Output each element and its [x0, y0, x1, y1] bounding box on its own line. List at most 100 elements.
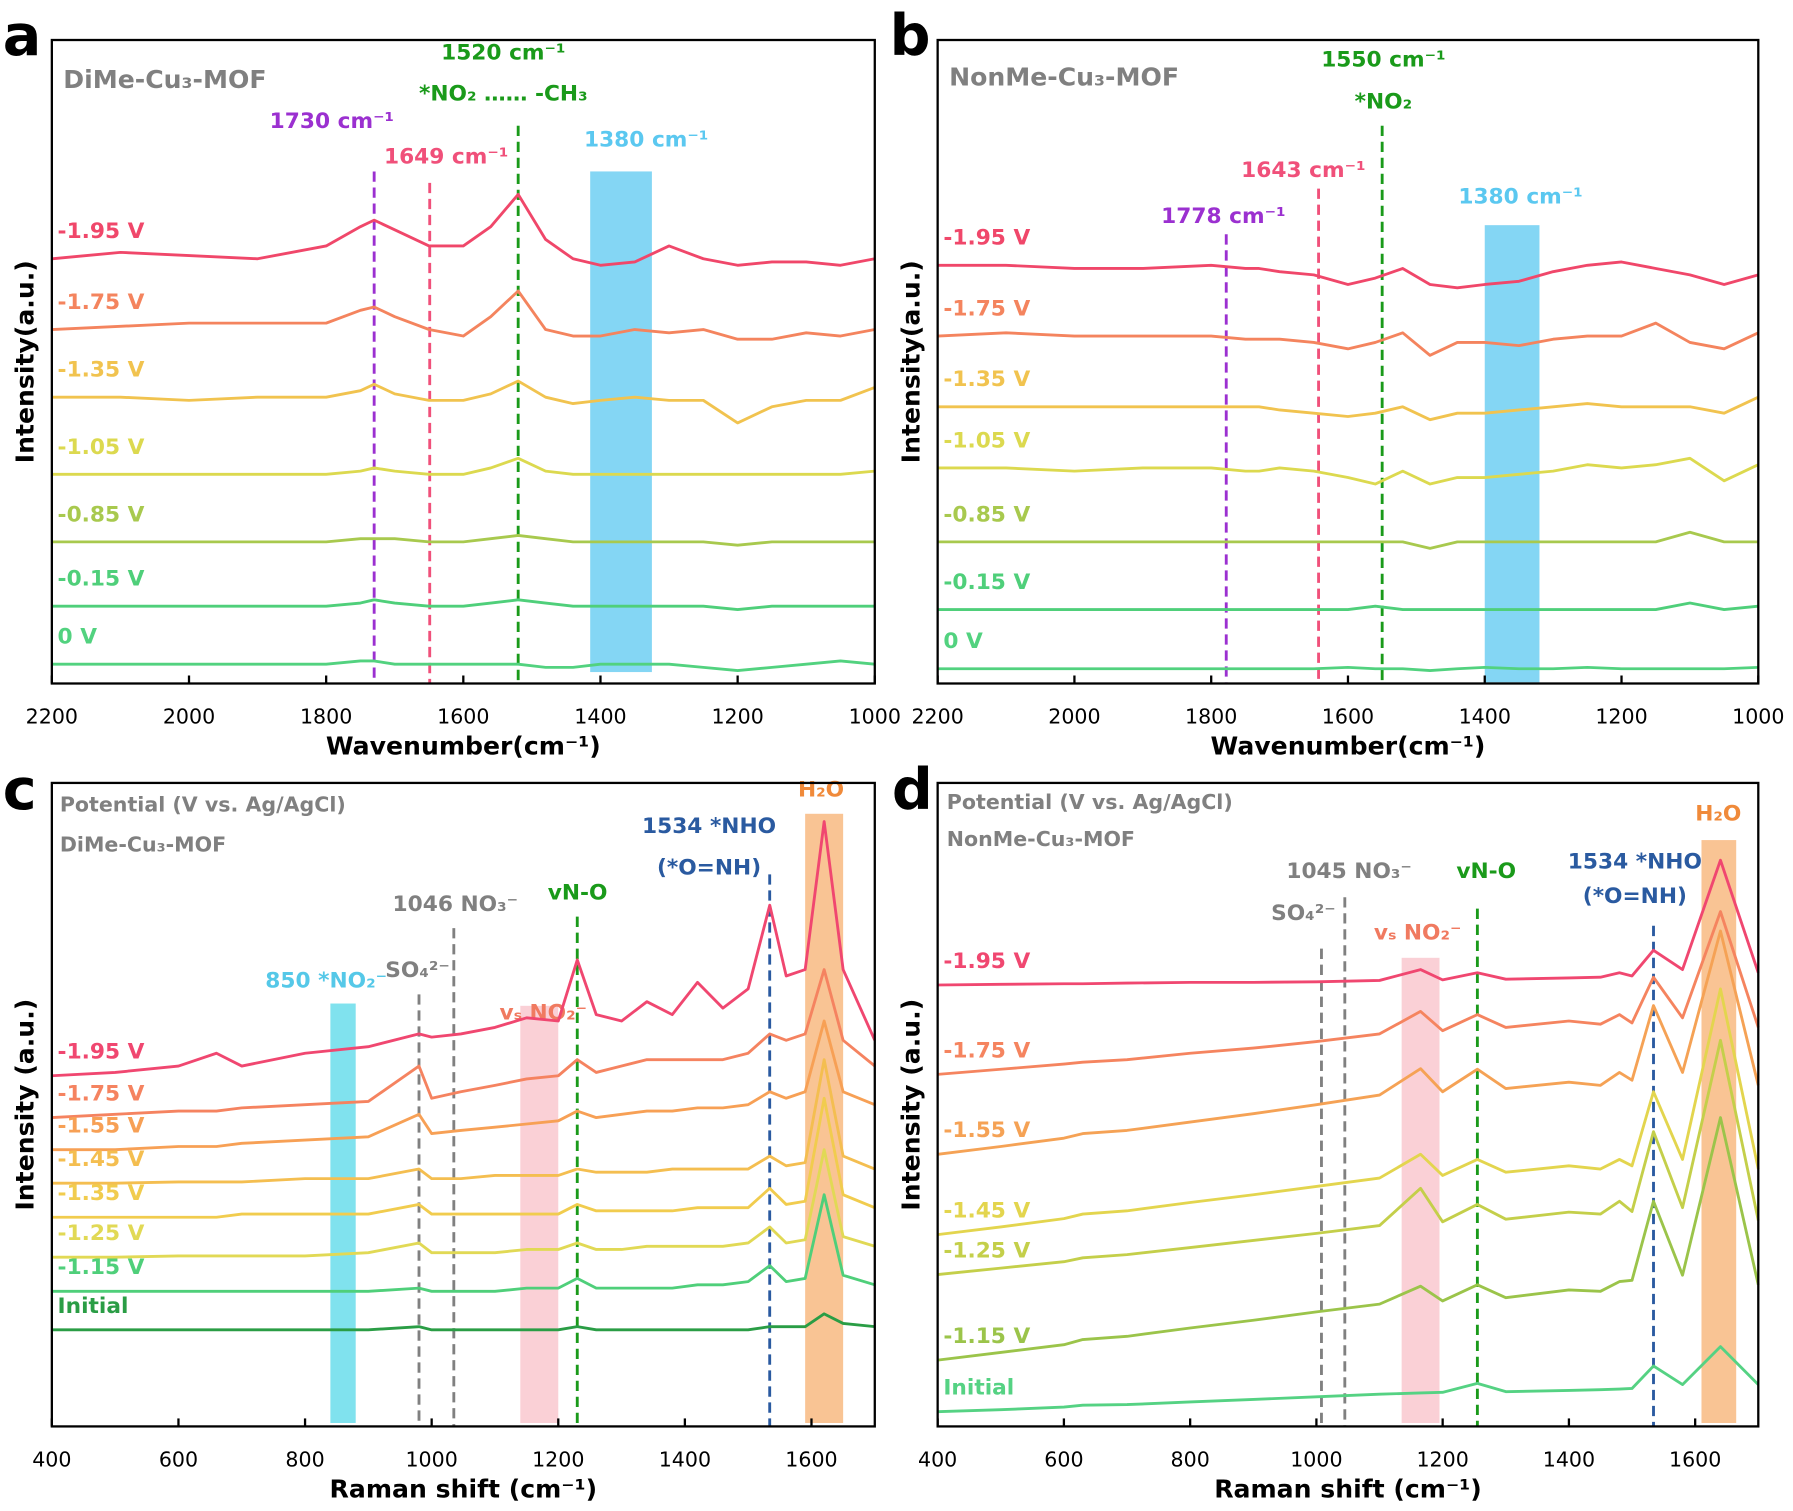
y-axis-title: Intensity(a.u.): [11, 260, 40, 463]
series-label: -1.75 V: [58, 1081, 145, 1106]
x-tick-label: 1200: [1416, 1447, 1468, 1471]
x-tick-label: 1600: [437, 704, 489, 728]
x-tick-label: 1800: [1185, 704, 1237, 728]
spectrum: [937, 929, 1760, 1156]
marker-label: 1046 NO₃⁻: [393, 892, 519, 917]
x-tick-label: 1400: [1543, 1447, 1595, 1471]
series-label: -1.95 V: [58, 1040, 145, 1065]
series-label: Initial: [943, 1375, 1014, 1400]
plot-frame: [50, 781, 876, 1428]
spectrum: [937, 1116, 1760, 1362]
series-label: -1.35 V: [943, 367, 1030, 392]
series-label: -1.95 V: [943, 949, 1030, 974]
series-label: -1.25 V: [943, 1238, 1030, 1263]
spectrum: [51, 968, 876, 1120]
series-label: -0.85 V: [943, 502, 1030, 527]
band: [590, 171, 652, 673]
x-tick-label: 1600: [785, 1447, 837, 1471]
series-label: -1.45 V: [943, 1199, 1030, 1224]
marker-label: vN-O: [548, 881, 608, 906]
x-tick-label: 600: [159, 1447, 198, 1471]
band-label: 1380 cm⁻¹: [1458, 184, 1582, 209]
spectrum: [937, 858, 1760, 987]
annotation: NonMe-Cu₃-MOF: [947, 827, 1135, 851]
spectrum: [51, 289, 876, 341]
plot-frame: [50, 38, 876, 685]
spectrum: [937, 987, 1760, 1237]
series-label: -1.45 V: [58, 1147, 145, 1172]
panel-letter: b: [890, 3, 931, 69]
spectrum: [51, 820, 877, 1078]
series-label: -1.05 V: [943, 428, 1030, 453]
x-tick-label: 800: [285, 1447, 324, 1471]
band: [1484, 225, 1540, 683]
annotation: Potential (V vs. Ag/AgCl): [947, 790, 1233, 814]
spectrum: [51, 1193, 876, 1293]
series-label: -1.75 V: [58, 290, 145, 315]
x-tick-label: 800: [1171, 1447, 1210, 1471]
annotation: NonMe-Cu₃-MOF: [949, 63, 1179, 92]
series-label: -0.85 V: [58, 502, 145, 527]
y-axis-title: Intensity (a.u.): [11, 999, 40, 1211]
series-label: -1.15 V: [58, 1255, 145, 1280]
spectrum: [937, 321, 1759, 357]
spectrum: [51, 456, 875, 476]
panel-letter: a: [3, 3, 42, 69]
x-tick-label: 1200: [711, 704, 763, 728]
spectrum: [51, 379, 876, 425]
x-tick-label: 2000: [163, 704, 215, 728]
spectrum: [51, 534, 875, 547]
spectrum: [51, 1058, 876, 1185]
x-tick-label: 1000: [1290, 1447, 1342, 1471]
x-tick-label: 1400: [574, 704, 626, 728]
y-axis-title: Intensity (a.u.): [896, 999, 925, 1211]
spectrum: [51, 1312, 875, 1332]
x-tick-label: 1400: [1459, 704, 1511, 728]
x-tick-label: 2000: [1048, 704, 1100, 728]
marker-label: 1778 cm⁻¹: [1161, 204, 1285, 229]
spectrum: [937, 910, 1760, 1076]
series-label: -1.95 V: [58, 219, 145, 244]
x-tick-label: 1200: [1595, 704, 1647, 728]
x-tick-label: 1000: [405, 1447, 457, 1471]
spectrum: [937, 665, 1759, 673]
series-label: -1.35 V: [58, 358, 145, 383]
spectrum: [937, 530, 1759, 550]
marker-label: 1045 NO₃⁻: [1286, 859, 1412, 884]
band-label: 1380 cm⁻¹: [584, 127, 708, 152]
series-label: -0.15 V: [943, 570, 1030, 595]
marker-label: 1643 cm⁻¹: [1241, 158, 1365, 183]
spectrum: [937, 601, 1759, 611]
series-label: -1.25 V: [58, 1221, 145, 1246]
band: [805, 813, 844, 1423]
y-axis-title: Intensity(a.u.): [896, 260, 925, 463]
spectrum: [937, 1038, 1760, 1276]
x-tick-label: 2200: [911, 704, 963, 728]
band-label: H₂O: [798, 778, 844, 803]
series-label: 0 V: [943, 629, 983, 654]
series-label: 0 V: [58, 625, 98, 650]
x-tick-label: 400: [918, 1447, 957, 1471]
band-label: 850 *NO₂⁻: [265, 969, 387, 994]
series-label: Initial: [58, 1294, 129, 1319]
band-label: vₛ NO₂⁻: [1374, 921, 1462, 946]
spectrum: [51, 1019, 876, 1152]
marker-label: SO₄²⁻: [1271, 901, 1336, 926]
series-label: -0.15 V: [58, 567, 145, 592]
marker-label: *NO₂ …… -CH₃: [419, 82, 588, 107]
series-label: -1.15 V: [943, 1324, 1030, 1349]
marker-label: (*O=NH): [1583, 884, 1687, 909]
annotation: DiMe-Cu₃-MOF: [63, 65, 266, 94]
x-tick-label: 1600: [1669, 1447, 1721, 1471]
series-label: -1.55 V: [943, 1118, 1030, 1143]
marker-label: 1730 cm⁻¹: [270, 109, 394, 134]
panel-letter: c: [3, 757, 37, 823]
spectrum: [51, 659, 875, 673]
x-tick-label: 1600: [1322, 704, 1374, 728]
series-label: -1.95 V: [943, 226, 1030, 251]
x-tick-label: 1800: [300, 704, 352, 728]
marker-label: SO₄²⁻: [385, 958, 450, 983]
series-label: -1.35 V: [58, 1181, 145, 1206]
plot-frame: [936, 781, 1760, 1428]
spectrum: [937, 1345, 1760, 1414]
